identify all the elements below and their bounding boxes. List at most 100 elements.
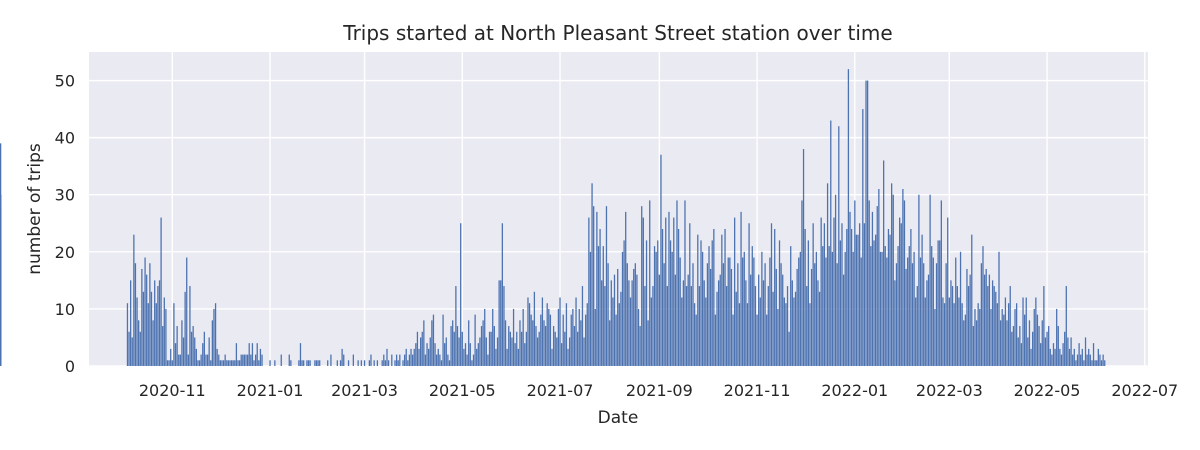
bar (1012, 326, 1015, 366)
bar (165, 308, 167, 366)
bar (1014, 308, 1016, 366)
bar (1041, 320, 1043, 366)
bar (663, 263, 665, 366)
bar (520, 331, 523, 366)
bar (1075, 360, 1077, 366)
bar (234, 360, 236, 366)
bar (1081, 348, 1083, 366)
bar (1092, 343, 1095, 366)
bar (1048, 326, 1050, 366)
bar (777, 308, 779, 366)
bar (743, 251, 745, 366)
bar (809, 303, 811, 366)
bar (567, 348, 569, 366)
bar (908, 246, 910, 366)
bar (1044, 337, 1047, 366)
bar (1030, 348, 1032, 366)
bar (806, 286, 808, 366)
bar (891, 183, 893, 366)
bar (793, 297, 795, 366)
bar (597, 246, 600, 366)
bar (163, 297, 165, 366)
bar (730, 268, 733, 366)
bar (762, 280, 765, 366)
bar (501, 223, 503, 366)
bar (429, 337, 431, 366)
bar (855, 234, 858, 366)
bar (972, 326, 975, 366)
bar (528, 303, 531, 366)
bar (780, 263, 782, 366)
bar (645, 240, 648, 366)
bar (889, 234, 891, 366)
bar (929, 194, 931, 366)
bar (408, 354, 411, 366)
bar (394, 360, 396, 366)
bar (591, 183, 593, 366)
bar (439, 354, 441, 366)
bar (149, 263, 151, 366)
bar (461, 331, 463, 366)
bar (290, 360, 292, 366)
bar (655, 251, 657, 366)
bar (623, 240, 625, 366)
bar (347, 360, 350, 366)
bar (254, 354, 257, 366)
bar (498, 280, 500, 366)
bar (636, 274, 638, 366)
bar (775, 268, 777, 366)
bar (647, 320, 649, 366)
bar (961, 303, 963, 366)
bar (727, 257, 729, 366)
bar (979, 308, 981, 366)
bar (200, 354, 202, 366)
bar (317, 360, 319, 366)
bar (261, 354, 263, 366)
x-tick-label: 2021-05 (429, 381, 496, 400)
bar (154, 280, 156, 366)
bar (639, 326, 641, 366)
bar (903, 200, 906, 366)
bar (556, 337, 558, 366)
bar (693, 303, 696, 366)
bar (982, 246, 984, 366)
x-tick-label: 2022-07 (1111, 381, 1178, 400)
bar (737, 263, 739, 366)
bar (798, 257, 800, 366)
bar (184, 291, 186, 366)
bar (884, 246, 886, 366)
bar (668, 211, 670, 366)
bar (697, 234, 699, 366)
bar (413, 348, 415, 366)
bar (373, 360, 375, 366)
bar (817, 280, 819, 366)
y-tick-label: 40 (55, 129, 75, 148)
bar (1062, 343, 1064, 366)
bar (432, 314, 435, 366)
bar (307, 360, 310, 366)
bar (769, 257, 771, 366)
bar (1038, 326, 1040, 366)
bar (673, 217, 675, 366)
x-tick-label: 2022-03 (916, 381, 983, 400)
bar (854, 200, 856, 366)
bar (918, 194, 920, 366)
bar (381, 360, 383, 366)
bar (1084, 337, 1087, 366)
bar (250, 354, 252, 366)
bar (876, 206, 878, 366)
bar (995, 291, 997, 366)
bar (506, 348, 508, 366)
y-tick-label: 50 (55, 72, 75, 91)
bar (1059, 348, 1061, 366)
bar (700, 240, 702, 366)
bar (923, 263, 925, 366)
bar (886, 257, 888, 366)
bar (383, 354, 385, 366)
bar (464, 343, 467, 366)
bar (660, 154, 662, 366)
bar (306, 360, 308, 366)
bar (583, 337, 585, 366)
bar (669, 240, 672, 366)
bar (575, 297, 577, 366)
